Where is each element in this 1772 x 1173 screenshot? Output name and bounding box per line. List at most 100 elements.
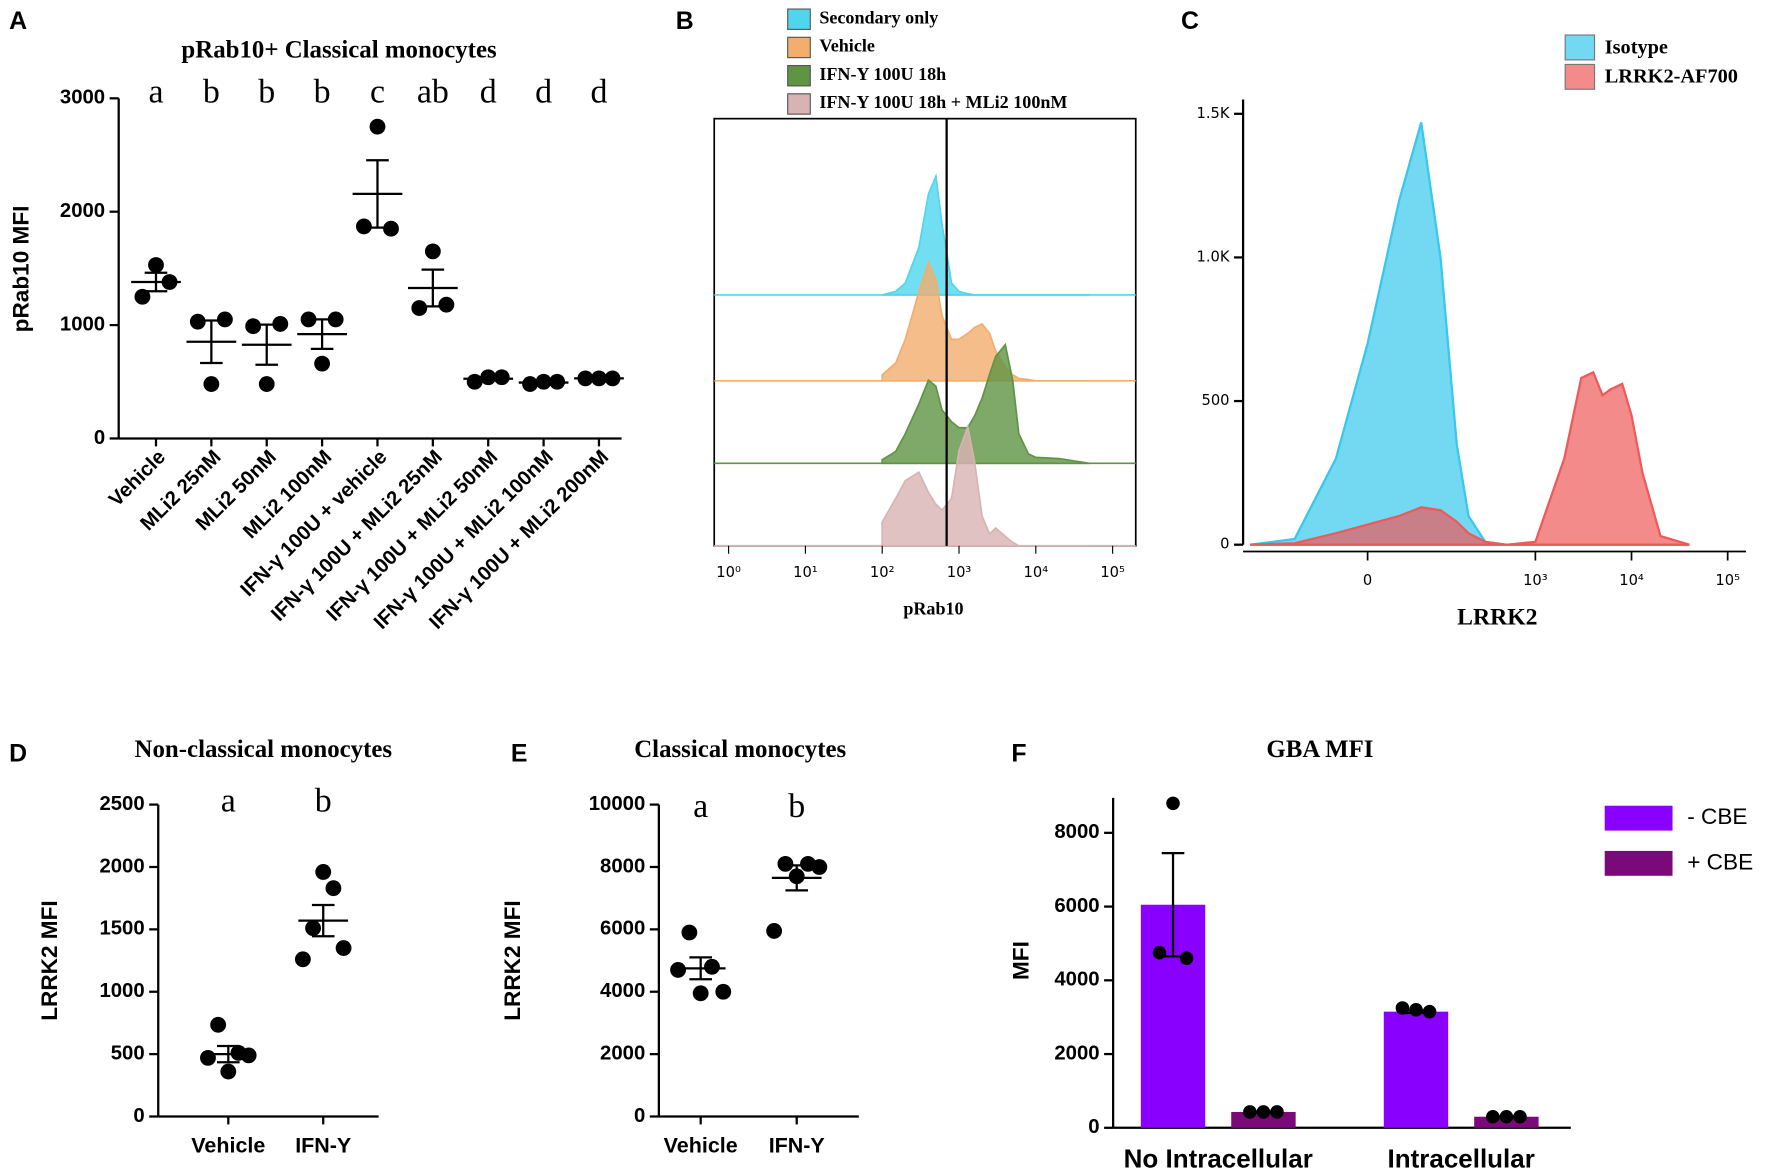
significance-letter: c bbox=[370, 74, 385, 111]
data-point bbox=[1395, 1001, 1410, 1015]
data-point bbox=[811, 859, 828, 875]
data-point bbox=[766, 923, 783, 939]
histogram-area bbox=[881, 173, 1090, 296]
data-point bbox=[134, 288, 151, 305]
x-tick-label: Vehicle bbox=[191, 1134, 265, 1158]
bar bbox=[1383, 1011, 1449, 1128]
error-bar bbox=[366, 159, 389, 229]
y-tick-label: 2000 bbox=[60, 200, 105, 222]
error-bar bbox=[532, 380, 555, 385]
data-point bbox=[245, 318, 262, 335]
significance-letter: b bbox=[315, 782, 332, 819]
error-bar bbox=[785, 864, 809, 892]
significance-letter: a bbox=[148, 74, 163, 111]
data-point bbox=[1513, 1109, 1527, 1124]
panel-label: D bbox=[9, 739, 27, 767]
data-point bbox=[335, 940, 352, 956]
data-point bbox=[670, 961, 686, 978]
legend-label: Vehicle bbox=[819, 36, 875, 56]
y-tick-label: 1000 bbox=[99, 980, 144, 1002]
y-tick-label: 0 bbox=[634, 1105, 645, 1127]
legend-swatch bbox=[787, 36, 811, 59]
data-point bbox=[1256, 1105, 1271, 1119]
legend-swatch bbox=[1564, 63, 1596, 90]
significance-letter: a bbox=[693, 788, 708, 825]
x-tick-label: 10⁵ bbox=[1715, 572, 1740, 589]
data-point bbox=[327, 311, 344, 328]
y-tick-label: 500 bbox=[111, 1042, 145, 1064]
histogram-area bbox=[1249, 370, 1690, 546]
y-tick-label: 500 bbox=[1201, 392, 1229, 409]
x-tick-label: IFN-Y bbox=[295, 1134, 351, 1158]
data-point bbox=[314, 355, 331, 372]
data-point bbox=[356, 218, 372, 235]
x-axis-label: pRab10 bbox=[903, 598, 963, 618]
x-tick-label: 10⁴ bbox=[1024, 564, 1049, 581]
y-tick-label: 8000 bbox=[1054, 821, 1099, 843]
y-tick-label: 4000 bbox=[1054, 969, 1099, 991]
error-bar bbox=[255, 323, 279, 366]
x-axis-label: LRRK2 bbox=[1457, 605, 1537, 631]
y-tick-label: 2500 bbox=[99, 793, 144, 815]
significance-letter: b bbox=[203, 74, 220, 111]
legend-swatch bbox=[1604, 850, 1673, 876]
y-axis-label: LRRK2 MFI bbox=[500, 900, 525, 1021]
significance-letter: a bbox=[221, 782, 236, 819]
data-point bbox=[1152, 945, 1167, 960]
data-point bbox=[210, 1016, 227, 1033]
data-point bbox=[305, 920, 321, 937]
legend-label: - CBE bbox=[1687, 804, 1747, 829]
error-bar bbox=[587, 376, 611, 380]
error-bar bbox=[311, 903, 335, 938]
data-point bbox=[369, 118, 386, 135]
data-point bbox=[294, 951, 311, 968]
error-bar bbox=[217, 1044, 240, 1064]
chart-title: Non-classical monocytes bbox=[135, 736, 393, 763]
y-tick-label: 8000 bbox=[600, 855, 645, 877]
data-point bbox=[1270, 1105, 1284, 1119]
error-bar bbox=[476, 376, 500, 382]
histogram-area bbox=[881, 342, 1090, 465]
legend-swatch bbox=[1604, 805, 1673, 831]
panel-label: F bbox=[1011, 739, 1026, 767]
error-bar bbox=[200, 319, 223, 365]
data-point bbox=[325, 880, 342, 897]
y-tick-label: 2000 bbox=[99, 855, 144, 877]
data-point bbox=[1243, 1105, 1257, 1119]
legend-label: IFN-Y 100U 18h bbox=[819, 64, 946, 84]
y-axis-label: LRRK2 MFI bbox=[37, 900, 62, 1021]
panel-label: C bbox=[1181, 7, 1199, 35]
significance-letter: d bbox=[535, 74, 552, 111]
y-tick-label: 4000 bbox=[600, 980, 645, 1002]
x-tick-label: IFN-Y bbox=[769, 1134, 825, 1158]
y-tick-label: 1.5K bbox=[1197, 105, 1230, 122]
y-tick-label: 1000 bbox=[60, 313, 105, 335]
histogram-area bbox=[881, 259, 1090, 382]
data-point bbox=[383, 220, 399, 237]
y-tick-label: 6000 bbox=[1054, 895, 1099, 917]
x-tick-label: 10³ bbox=[947, 564, 972, 581]
significance-letter: b bbox=[314, 74, 331, 111]
data-point bbox=[240, 1047, 257, 1064]
y-axis-label: pRab10 MFI bbox=[9, 206, 34, 333]
data-point bbox=[777, 855, 794, 872]
y-tick-label: 0 bbox=[1220, 536, 1229, 553]
x-tick-label: Intracellular bbox=[1388, 1143, 1535, 1173]
x-tick-label: 10⁰ bbox=[716, 564, 741, 581]
y-tick-label: 0 bbox=[94, 427, 105, 449]
data-point bbox=[1166, 796, 1180, 811]
y-tick-label: 0 bbox=[1088, 1116, 1099, 1138]
y-tick-label: 2000 bbox=[1054, 1042, 1099, 1064]
data-point bbox=[258, 376, 275, 392]
significance-letter: b bbox=[258, 74, 275, 111]
significance-letter: d bbox=[480, 74, 497, 111]
x-tick-label: 10¹ bbox=[793, 564, 818, 581]
y-tick-label: 10000 bbox=[589, 793, 646, 815]
legend-swatch bbox=[787, 93, 811, 115]
data-point bbox=[681, 924, 698, 941]
data-point bbox=[203, 376, 220, 392]
legend-label: IFN-Y 100U 18h + MLi2 100nM bbox=[819, 92, 1067, 112]
x-tick-label: Vehicle bbox=[664, 1134, 738, 1158]
legend-label: LRRK2-AF700 bbox=[1605, 66, 1738, 88]
